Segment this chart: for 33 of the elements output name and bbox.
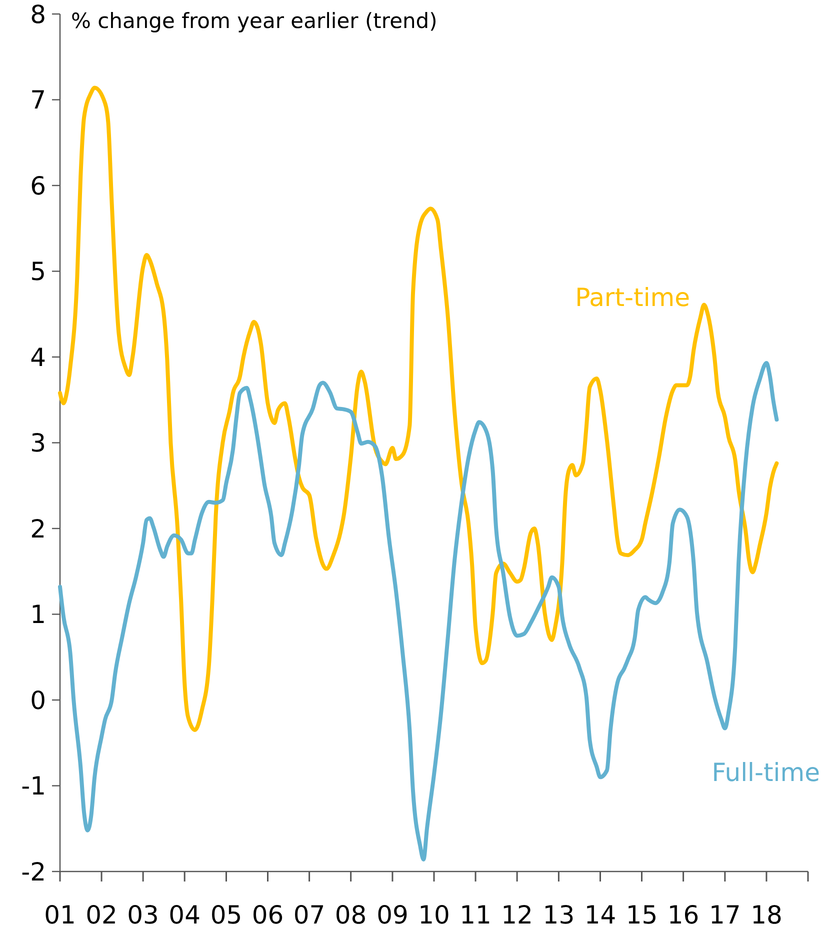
x-tick-label: 06 <box>252 900 284 930</box>
x-tick-label: 12 <box>501 900 533 930</box>
x-tick-label: 13 <box>542 900 575 930</box>
series-label: Full-time <box>712 758 820 787</box>
x-tick-label: 04 <box>168 900 200 930</box>
line-series <box>58 86 779 732</box>
y-tick-label: 8 <box>30 0 46 29</box>
x-tick-label: 14 <box>584 900 616 930</box>
x-tick-label: 18 <box>750 900 782 930</box>
y-tick-label: 6 <box>30 171 46 200</box>
y-tick-label: 5 <box>30 257 46 286</box>
x-tick-label: 08 <box>334 900 367 930</box>
y-tick-label: -1 <box>21 772 46 800</box>
y-tick-label: 7 <box>30 86 46 114</box>
y-tick-label: 3 <box>30 428 46 458</box>
y-tick-label: 0 <box>30 686 46 715</box>
x-tick-label: 16 <box>667 900 700 930</box>
x-tick-label: 02 <box>86 900 118 930</box>
y-axis-title: % change from year earlier (trend) <box>71 9 438 33</box>
x-tick-label: 07 <box>293 900 326 930</box>
y-tick-label: -2 <box>21 857 46 886</box>
x-tick-label: 05 <box>210 900 242 930</box>
x-tick-label: 03 <box>127 900 159 930</box>
x-tick-label: 15 <box>626 900 658 930</box>
x-tick-label: 11 <box>460 900 492 930</box>
x-tick-label: 10 <box>418 900 450 930</box>
y-tick-label: 4 <box>30 342 46 372</box>
x-tick-label: 09 <box>376 900 408 930</box>
y-tick-label: 2 <box>30 514 46 544</box>
series-label: Part-time <box>575 283 690 312</box>
x-tick-label: 17 <box>709 900 741 930</box>
y-tick-label: 1 <box>30 600 46 629</box>
x-tick-label: 01 <box>44 900 76 930</box>
